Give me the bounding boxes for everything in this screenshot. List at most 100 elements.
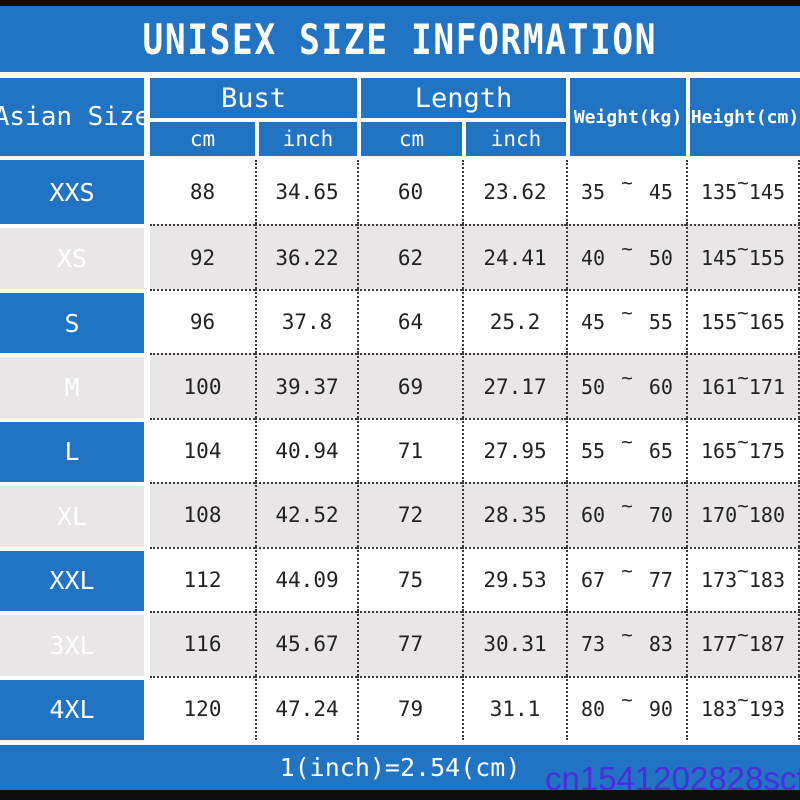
weight-max: 90 [648, 696, 673, 721]
length-cm-value: 77 [357, 611, 462, 676]
height-max: 193 [748, 696, 785, 721]
bust-cm-value: 108 [150, 482, 255, 547]
weight-max: 77 [648, 567, 673, 592]
size-label: S [0, 288, 150, 354]
tilde-symbol: ~ [737, 430, 749, 453]
weight-range: 60 ~70 [566, 482, 686, 547]
weight-min: 40 [581, 245, 606, 270]
height-max: 155 [748, 245, 785, 270]
bust-inch-value: 47.24 [255, 675, 357, 740]
height-max: 187 [748, 632, 785, 657]
bottom-black-bar [0, 790, 800, 800]
column-header-bust: Bust [150, 78, 357, 122]
length-inch-value: 31.1 [462, 675, 566, 740]
tilde-symbol: ~ [621, 688, 633, 711]
bust-cm-value: 120 [150, 675, 255, 740]
height-range: 183 ~193 [686, 675, 800, 740]
height-range: 145 ~155 [686, 224, 800, 289]
tilde-symbol: ~ [737, 172, 749, 195]
table-row: XXS 88 34.65 60 23.62 35 ~45 135 ~145 [0, 160, 800, 225]
column-header-height: Height(cm) [686, 78, 800, 156]
size-label: XS [0, 224, 150, 289]
height-min: 135 [701, 180, 738, 205]
height-range: 177 ~187 [686, 611, 800, 676]
bust-inch-value: 34.65 [255, 160, 357, 225]
top-black-bar [0, 0, 800, 6]
weight-range: 35 ~45 [566, 160, 686, 225]
title-banner: UNISEX SIZE INFORMATION [0, 6, 800, 72]
size-label: M [0, 353, 150, 418]
height-max: 183 [748, 567, 785, 592]
tilde-symbol: ~ [737, 366, 749, 389]
bust-cm-value: 96 [150, 288, 255, 354]
length-cm-value: 75 [357, 546, 462, 612]
conversion-note: 1(inch)=2.54(cm) [279, 753, 521, 782]
column-header-length: Length [357, 78, 566, 122]
height-range: 155 ~165 [686, 288, 800, 354]
height-range: 161 ~171 [686, 353, 800, 418]
length-inch-value: 30.31 [462, 611, 566, 676]
length-cm-value: 69 [357, 353, 462, 418]
tilde-symbol: ~ [621, 302, 633, 325]
bust-inch-value: 37.8 [255, 288, 357, 354]
divider [0, 72, 800, 78]
table-body: XXS 88 34.65 60 23.62 35 ~45 135 ~145 XS 9… [0, 160, 800, 740]
subheader-length-inch: inch [462, 122, 566, 156]
bust-cm-value: 116 [150, 611, 255, 676]
table-row: XL 108 42.52 72 28.35 60 ~70 170 ~180 [0, 482, 800, 547]
tilde-symbol: ~ [737, 624, 749, 647]
length-inch-value: 25.2 [462, 288, 566, 354]
bust-cm-value: 112 [150, 546, 255, 612]
length-inch-value: 27.95 [462, 417, 566, 483]
bust-inch-value: 40.94 [255, 417, 357, 483]
conversion-note-bar: 1(inch)=2.54(cm) [0, 745, 800, 790]
weight-max: 55 [648, 310, 673, 335]
tilde-symbol: ~ [621, 430, 633, 453]
size-label: XL [0, 482, 150, 547]
weight-max: 50 [648, 245, 673, 270]
size-label: 3XL [0, 611, 150, 676]
subheader-bust-inch: inch [255, 122, 357, 156]
weight-max: 60 [648, 374, 673, 399]
length-inch-value: 28.35 [462, 482, 566, 547]
height-range: 170 ~180 [686, 482, 800, 547]
table-header: Asian Size Bust Length Weight(kg) Height… [0, 78, 800, 160]
size-label: XXS [0, 160, 150, 225]
tilde-symbol: ~ [621, 237, 633, 260]
page-title: UNISEX SIZE INFORMATION [142, 14, 658, 64]
weight-max: 83 [648, 632, 673, 657]
tilde-symbol: ~ [621, 366, 633, 389]
bust-inch-value: 36.22 [255, 224, 357, 289]
tilde-symbol: ~ [621, 559, 633, 582]
length-cm-value: 79 [357, 675, 462, 740]
weight-min: 73 [581, 632, 606, 657]
tilde-symbol: ~ [737, 495, 749, 518]
tilde-symbol: ~ [621, 495, 633, 518]
height-min: 155 [701, 310, 738, 335]
height-min: 170 [701, 503, 738, 528]
size-label: XXL [0, 546, 150, 612]
tilde-symbol: ~ [737, 237, 749, 260]
bust-inch-value: 44.09 [255, 546, 357, 612]
divider [0, 740, 800, 745]
weight-max: 70 [648, 503, 673, 528]
bust-cm-value: 92 [150, 224, 255, 289]
store-watermark: cn1541202828scfo [545, 760, 800, 797]
weight-min: 67 [581, 567, 606, 592]
weight-max: 65 [648, 438, 673, 463]
height-min: 177 [701, 632, 738, 657]
height-range: 165 ~175 [686, 417, 800, 483]
table-row: XXL 112 44.09 75 29.53 67 ~77 173 ~183 [0, 546, 800, 612]
length-inch-value: 23.62 [462, 160, 566, 225]
height-max: 171 [748, 374, 785, 399]
length-inch-value: 24.41 [462, 224, 566, 289]
column-header-weight: Weight(kg) [566, 78, 686, 156]
height-range: 173 ~183 [686, 546, 800, 612]
table-row: M 100 39.37 69 27.17 50 ~60 161 ~171 [0, 353, 800, 418]
bust-inch-value: 42.52 [255, 482, 357, 547]
length-inch-value: 27.17 [462, 353, 566, 418]
bust-inch-value: 39.37 [255, 353, 357, 418]
weight-range: 73 ~83 [566, 611, 686, 676]
height-max: 145 [748, 180, 785, 205]
